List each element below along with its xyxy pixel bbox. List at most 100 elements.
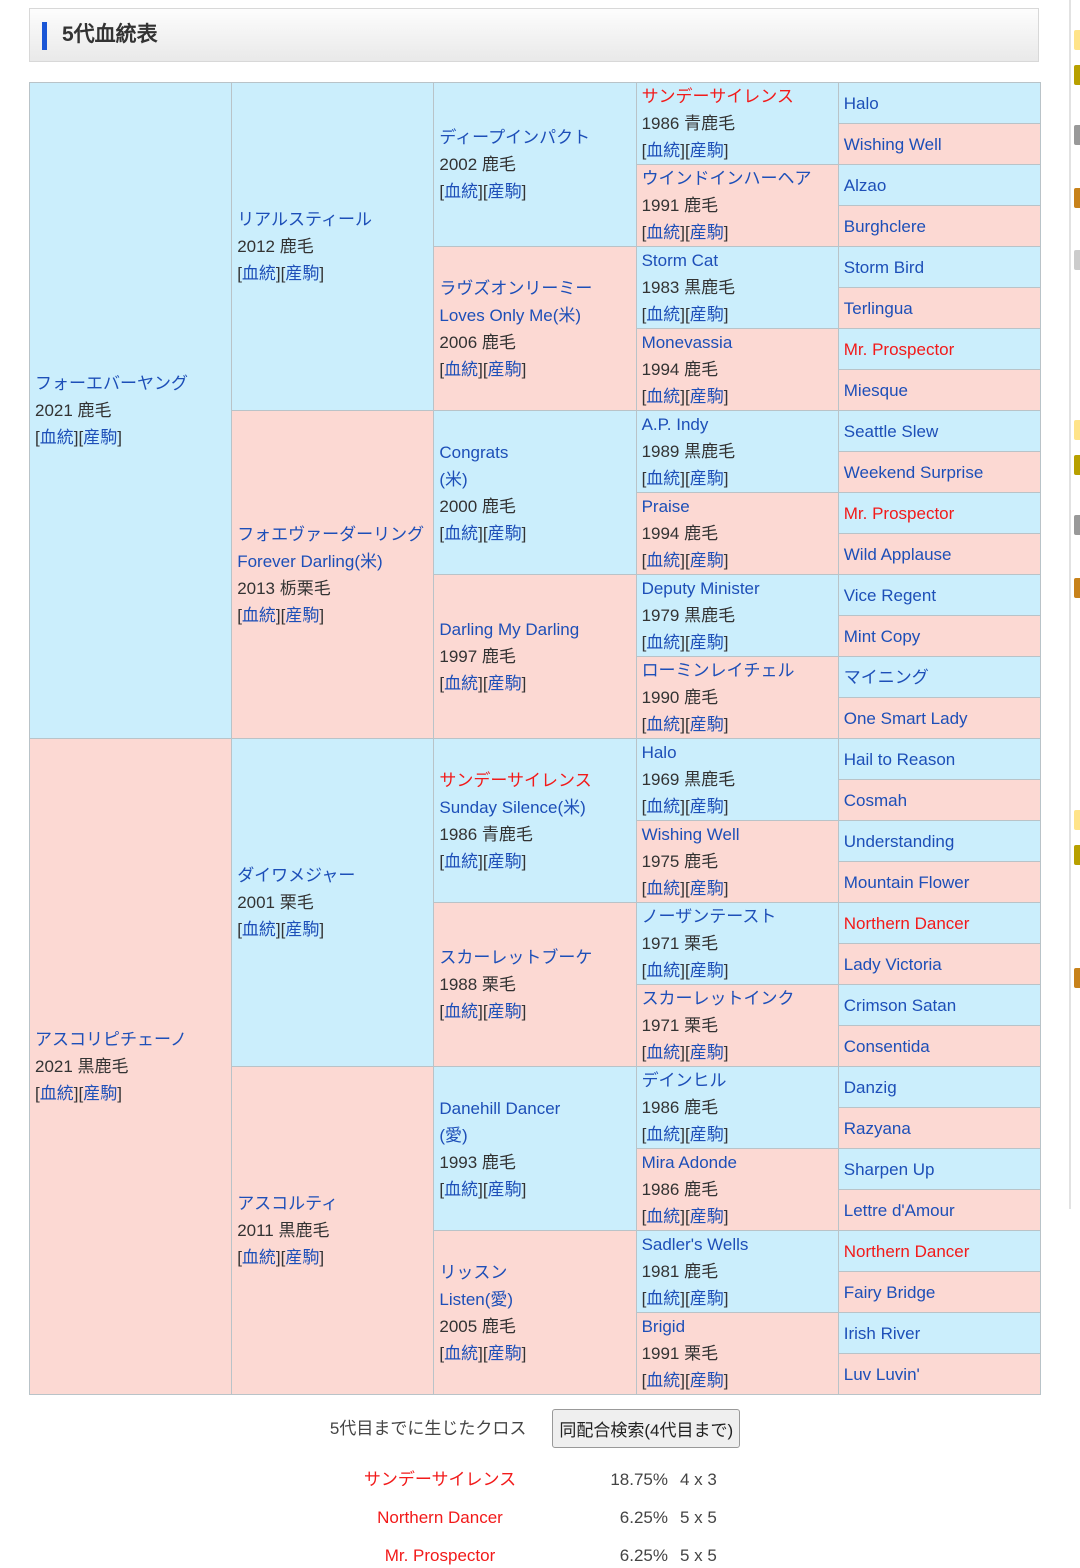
- horse-name-link[interactable]: Weekend Surprise: [843, 462, 984, 482]
- offspring-link[interactable]: 産駒: [689, 1125, 724, 1144]
- horse-name-link[interactable]: Mira Adonde: [641, 1153, 738, 1172]
- horse-name-link[interactable]: Halo: [641, 743, 677, 762]
- horse-name-link[interactable]: Congrats: [439, 442, 509, 462]
- offspring-link[interactable]: 産駒: [689, 797, 724, 816]
- horse-name-link[interactable]: Brigid: [641, 1317, 686, 1336]
- offspring-link[interactable]: 産駒: [689, 1207, 724, 1226]
- offspring-link[interactable]: 産駒: [689, 223, 724, 242]
- horse-name-link[interactable]: Darling My Darling: [439, 620, 580, 639]
- horse-name-link[interactable]: リッスン: [439, 1262, 508, 1282]
- offspring-link[interactable]: 産駒: [487, 851, 522, 871]
- offspring-link[interactable]: 産駒: [689, 633, 724, 652]
- horse-alt-name-link[interactable]: (米): [439, 469, 468, 489]
- horse-name-link[interactable]: Danzig: [843, 1077, 897, 1097]
- horse-name-link[interactable]: Vice Regent: [843, 585, 937, 605]
- offspring-link[interactable]: 産駒: [83, 1084, 118, 1103]
- horse-alt-name-link[interactable]: Listen(愛): [439, 1289, 514, 1309]
- horse-name-link[interactable]: アスコルティ: [237, 1194, 339, 1213]
- horse-name-link[interactable]: Danehill Dancer: [439, 1098, 561, 1118]
- horse-name-link[interactable]: Mint Copy: [843, 626, 921, 646]
- horse-name-link[interactable]: Northern Dancer: [843, 913, 970, 933]
- horse-name-link[interactable]: Monevassia: [641, 333, 733, 352]
- offspring-link[interactable]: 産駒: [487, 1002, 522, 1021]
- offspring-link[interactable]: 産駒: [285, 264, 320, 283]
- offspring-link[interactable]: 産駒: [487, 182, 522, 201]
- horse-alt-name-link[interactable]: Sunday Silence(米): [439, 797, 586, 817]
- horse-alt-name-link[interactable]: (愛): [439, 1125, 468, 1145]
- horse-name-link[interactable]: ウインドインハーヘア: [641, 169, 812, 188]
- horse-name-link[interactable]: Luv Luvin': [843, 1364, 920, 1384]
- horse-name-link[interactable]: Wishing Well: [641, 825, 740, 844]
- offspring-link[interactable]: 産駒: [689, 469, 724, 488]
- pedigree-link[interactable]: 血統: [646, 961, 681, 980]
- horse-name-link[interactable]: ディープインパクト: [439, 128, 591, 147]
- horse-name-link[interactable]: リアルスティール: [237, 210, 372, 229]
- pedigree-link[interactable]: 血統: [646, 715, 681, 734]
- offspring-link[interactable]: 産駒: [285, 605, 320, 625]
- horse-name-link[interactable]: Storm Cat: [641, 251, 719, 270]
- offspring-link[interactable]: 産駒: [285, 1248, 320, 1267]
- horse-name-link[interactable]: A.P. Indy: [641, 415, 709, 434]
- horse-name-link[interactable]: Storm Bird: [843, 257, 925, 277]
- horse-name-link[interactable]: Mr. Prospector: [843, 503, 955, 523]
- horse-name-link[interactable]: Lettre d'Amour: [843, 1200, 955, 1220]
- horse-name-link[interactable]: Halo: [843, 93, 879, 113]
- pedigree-link[interactable]: 血統: [646, 797, 681, 816]
- horse-name-link[interactable]: Irish River: [843, 1323, 921, 1343]
- pedigree-link[interactable]: 血統: [646, 1125, 681, 1144]
- horse-name-link[interactable]: Sharpen Up: [843, 1159, 935, 1179]
- horse-name-link[interactable]: Terlingua: [843, 298, 913, 318]
- offspring-link[interactable]: 産駒: [689, 1371, 724, 1390]
- horse-name-link[interactable]: Razyana: [843, 1118, 911, 1138]
- horse-name-link[interactable]: Miesque: [843, 380, 909, 400]
- offspring-link[interactable]: 産駒: [689, 961, 724, 980]
- pedigree-link[interactable]: 血統: [444, 851, 479, 871]
- pedigree-link[interactable]: 血統: [646, 469, 681, 488]
- horse-name-link[interactable]: Cosmah: [843, 790, 908, 810]
- pedigree-link[interactable]: 血統: [241, 605, 276, 625]
- horse-name-link[interactable]: ノーザンテースト: [641, 907, 777, 926]
- cross-horse-link[interactable]: Northern Dancer: [377, 1508, 503, 1527]
- horse-name-link[interactable]: フォエヴァーダーリング: [237, 524, 425, 544]
- horse-name-link[interactable]: Hail to Reason: [843, 749, 956, 769]
- offspring-link[interactable]: 産駒: [689, 715, 724, 734]
- offspring-link[interactable]: 産駒: [689, 387, 724, 406]
- horse-name-link[interactable]: Sadler's Wells: [641, 1235, 749, 1254]
- pedigree-link[interactable]: 血統: [646, 1207, 681, 1226]
- pedigree-link[interactable]: 血統: [646, 1289, 681, 1308]
- offspring-link[interactable]: 産駒: [487, 1343, 522, 1363]
- offspring-link[interactable]: 産駒: [689, 879, 724, 898]
- horse-name-link[interactable]: Consentida: [843, 1036, 930, 1056]
- pedigree-link[interactable]: 血統: [646, 1043, 681, 1062]
- cross-horse-link[interactable]: サンデーサイレンス: [363, 1470, 517, 1489]
- horse-name-link[interactable]: Seattle Slew: [843, 421, 939, 441]
- horse-name-link[interactable]: サンデーサイレンス: [439, 770, 592, 790]
- pedigree-link[interactable]: 血統: [39, 428, 74, 447]
- horse-name-link[interactable]: Burghclere: [843, 216, 926, 236]
- horse-name-link[interactable]: デインヒル: [641, 1071, 727, 1090]
- cross-horse-link[interactable]: Mr. Prospector: [384, 1546, 496, 1565]
- offspring-link[interactable]: 産駒: [487, 359, 522, 379]
- horse-name-link[interactable]: サンデーサイレンス: [641, 87, 794, 106]
- same-mating-search-button[interactable]: 同配合検索(4代目まで): [552, 1409, 741, 1448]
- horse-name-link[interactable]: One Smart Lady: [843, 708, 968, 728]
- horse-name-link[interactable]: Northern Dancer: [843, 1241, 970, 1261]
- horse-alt-name-link[interactable]: Forever Darling(米): [237, 551, 383, 571]
- pedigree-link[interactable]: 血統: [646, 879, 681, 898]
- horse-name-link[interactable]: スカーレットインク: [641, 989, 795, 1008]
- horse-name-link[interactable]: フォーエバーヤング: [35, 374, 188, 393]
- pedigree-link[interactable]: 血統: [646, 633, 681, 652]
- offspring-link[interactable]: 産駒: [487, 674, 522, 693]
- offspring-link[interactable]: 産駒: [487, 523, 522, 543]
- horse-name-link[interactable]: Alzao: [843, 175, 887, 195]
- horse-name-link[interactable]: Deputy Minister: [641, 579, 760, 598]
- horse-name-link[interactable]: Understanding: [843, 831, 955, 851]
- pedigree-link[interactable]: 血統: [444, 1002, 479, 1021]
- horse-name-link[interactable]: ローミンレイチェル: [641, 661, 795, 680]
- offspring-link[interactable]: 産駒: [689, 1043, 724, 1062]
- horse-name-link[interactable]: Fairy Bridge: [843, 1282, 936, 1302]
- horse-name-link[interactable]: Lady Victoria: [843, 954, 942, 974]
- horse-alt-name-link[interactable]: Loves Only Me(米): [439, 305, 582, 325]
- pedigree-link[interactable]: 血統: [444, 182, 479, 201]
- offspring-link[interactable]: 産駒: [487, 1179, 522, 1199]
